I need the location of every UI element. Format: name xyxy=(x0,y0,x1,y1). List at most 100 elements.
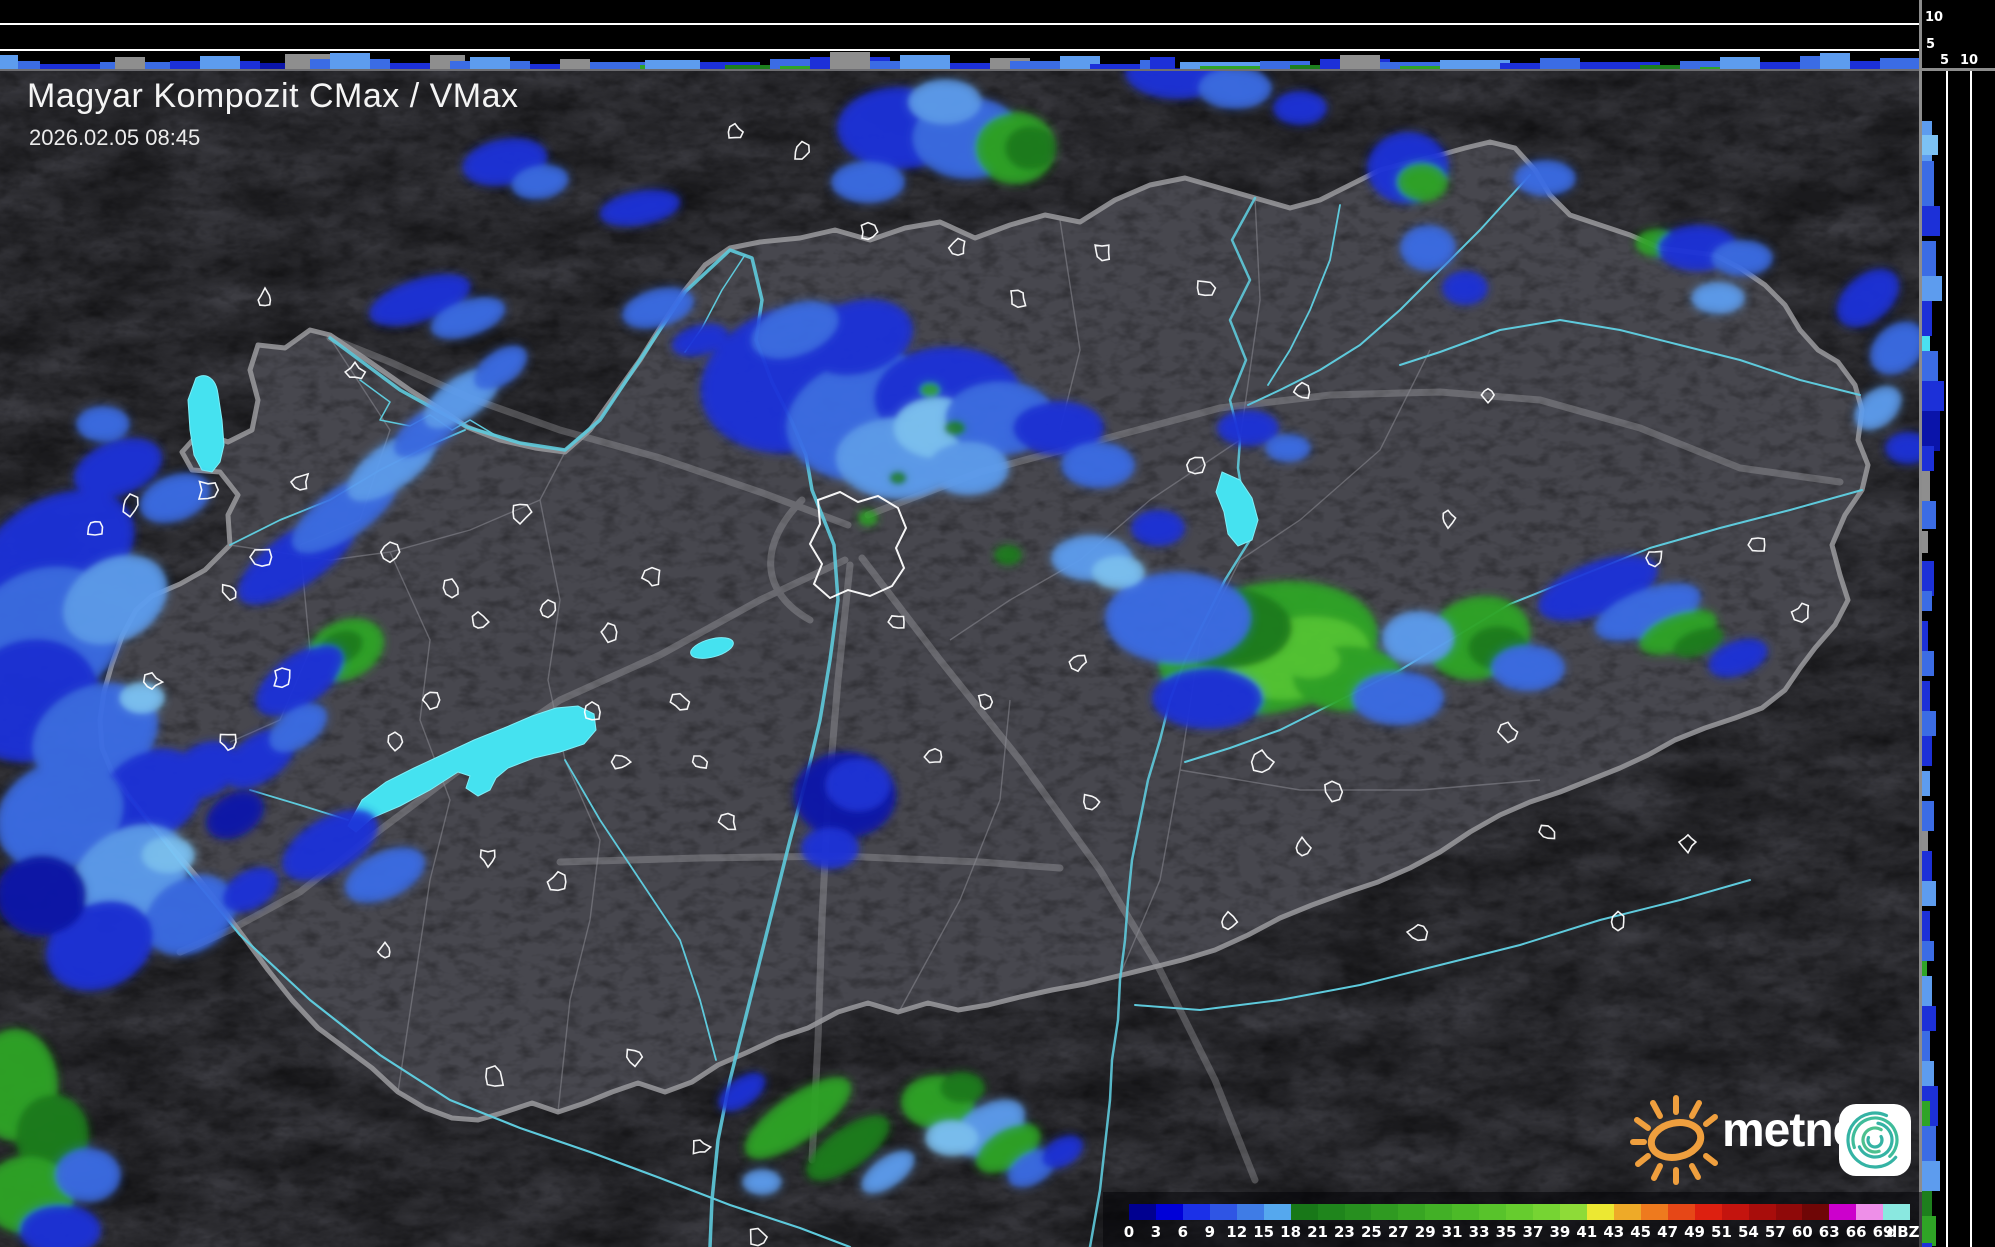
profile-echo-bar xyxy=(1922,501,1936,529)
legend-cell xyxy=(1856,1204,1884,1220)
profile-echo-bar xyxy=(1922,881,1936,906)
precip-cell xyxy=(862,1151,914,1193)
profile-echo-bar xyxy=(1880,58,1919,71)
legend-cell xyxy=(1883,1204,1911,1220)
precip-cell xyxy=(807,1116,889,1180)
legend-tick-label: 69 xyxy=(1872,1223,1894,1241)
city-outline xyxy=(1790,602,1810,624)
profile-echo-bar xyxy=(1922,1101,1930,1131)
profile-echo-bar xyxy=(1922,1031,1930,1061)
precip-cell xyxy=(944,420,966,436)
precip-cell xyxy=(77,407,129,441)
profile-echo-bar xyxy=(1922,381,1944,411)
profile-echo-bar xyxy=(1922,711,1936,736)
precip-cell xyxy=(1855,386,1901,430)
legend-tick-label: 66 xyxy=(1845,1223,1867,1241)
profile-echo-bar xyxy=(1090,64,1150,71)
precip-cell xyxy=(995,546,1021,564)
legend-cell xyxy=(1263,1204,1291,1220)
legend-cell xyxy=(1802,1204,1830,1220)
legend-tick-label: 21 xyxy=(1307,1223,1328,1241)
precipitation-core-layer xyxy=(0,71,1919,1247)
profile-echo-bar xyxy=(1922,135,1938,155)
city-outline xyxy=(1295,835,1313,857)
profile-echo-bar xyxy=(1922,161,1934,211)
city-outline xyxy=(1480,387,1496,405)
precip-cell xyxy=(1515,161,1575,195)
legend-cell xyxy=(1155,1204,1183,1220)
precip-cell xyxy=(1280,642,1340,678)
legend-cell xyxy=(1371,1204,1399,1220)
precip-cell xyxy=(1443,272,1487,304)
precip-cell xyxy=(1062,443,1134,487)
city-outline xyxy=(1677,833,1698,855)
profile-echo-bar xyxy=(1400,66,1450,71)
precip-cell xyxy=(926,1121,978,1155)
legend-tick-label: 57 xyxy=(1764,1223,1786,1241)
profile-gridline-5km xyxy=(1946,71,1948,1247)
city-outline xyxy=(479,849,496,869)
profile-echo-bar xyxy=(1680,61,1750,71)
precip-cell xyxy=(1013,402,1103,454)
precip-cell xyxy=(0,760,123,870)
profile-echo-bar xyxy=(1922,1126,1936,1161)
profile-echo-bar xyxy=(1922,241,1936,281)
profile-echo-bar xyxy=(1340,55,1380,71)
profile-echo-bar xyxy=(830,52,870,71)
city-outline xyxy=(1068,654,1088,673)
mountain-texture xyxy=(0,71,1919,1247)
axis-tick: 5 xyxy=(1926,37,1936,52)
profile-echo-bar xyxy=(1922,941,1934,961)
strip-separator-horizontal xyxy=(1922,68,1995,71)
legend-cell xyxy=(1425,1204,1453,1220)
profile-echo-bar xyxy=(1922,531,1928,553)
city-outline xyxy=(1405,923,1429,942)
legend-tick-label: 49 xyxy=(1684,1223,1705,1241)
legend-cell xyxy=(1129,1204,1156,1220)
legend-colorbar xyxy=(1129,1204,1911,1220)
precip-cell xyxy=(473,346,527,390)
profile-echo-bar xyxy=(330,53,370,71)
legend-tick-label: 27 xyxy=(1387,1223,1409,1241)
legend-cell xyxy=(1560,1204,1587,1220)
profile-echo-bar xyxy=(390,63,450,71)
profile-echo-bar xyxy=(470,57,510,71)
city-outline xyxy=(1324,780,1344,803)
city-outline xyxy=(1221,910,1239,931)
lake-velence xyxy=(690,637,734,659)
precip-cell xyxy=(672,324,728,356)
metnet-app-icon xyxy=(1839,1104,1911,1176)
precip-cell xyxy=(751,301,839,359)
city-outline xyxy=(512,503,533,526)
precip-cell xyxy=(56,1149,120,1201)
precip-cell xyxy=(120,683,164,713)
legend-tick-label: 51 xyxy=(1711,1223,1732,1241)
precip-cell xyxy=(1837,269,1899,327)
legend-tick-label: 47 xyxy=(1657,1223,1679,1241)
profile-echo-bar xyxy=(1922,1161,1940,1191)
profile-echo-bar xyxy=(1720,57,1760,71)
precip-cell xyxy=(1005,126,1055,170)
precip-cell xyxy=(802,828,858,868)
city-outline xyxy=(86,520,104,536)
legend-cell xyxy=(1694,1204,1722,1220)
precip-cell xyxy=(269,704,327,752)
precip-cell xyxy=(622,288,694,328)
profile-echo-bar xyxy=(560,59,590,71)
legend-tick-label: 60 xyxy=(1791,1223,1813,1241)
legend-cell xyxy=(1533,1204,1560,1220)
profile-echo-bar xyxy=(1922,1006,1936,1031)
metnet-logo: metnet xyxy=(1630,1090,1920,1185)
profile-echo-bar xyxy=(1640,65,1690,71)
precip-cell xyxy=(832,162,904,202)
city-outline xyxy=(1185,456,1206,475)
city-outline xyxy=(421,691,441,711)
precip-cell xyxy=(1132,511,1184,545)
city-outline xyxy=(1196,280,1217,297)
legend-tick-label: 43 xyxy=(1603,1223,1625,1241)
lakes xyxy=(187,375,1259,833)
motorways xyxy=(176,334,1844,1184)
profile-echo-bar xyxy=(1580,62,1660,71)
profile-echo-bar xyxy=(1540,58,1580,71)
precip-cell xyxy=(1886,433,1919,463)
